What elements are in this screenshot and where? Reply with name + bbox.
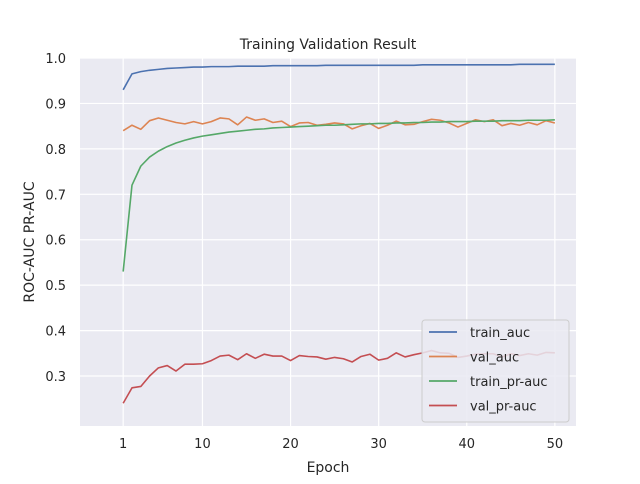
tick-labels: 1 10 20 30 40 50 0.3 0.4 0.5 0.6 0.7 0.8 0.9 1.0 <box>45 52 563 452</box>
x-tick-label: 10 <box>194 437 211 452</box>
x-axis-label: Epoch <box>307 460 350 476</box>
y-tick-label: 0.3 <box>45 370 66 385</box>
x-tick-label: 1 <box>119 437 127 452</box>
y-tick-label: 0.6 <box>45 234 66 249</box>
y-tick-label: 0.5 <box>45 279 66 294</box>
grid-lines <box>80 57 576 426</box>
y-tick-label: 0.4 <box>45 325 66 340</box>
x-tick-label: 50 <box>547 437 564 452</box>
legend: train_auc val_auc train_pr-auc val_pr-auc <box>421 319 570 423</box>
x-tick-label: 40 <box>458 437 475 452</box>
y-tick-label: 0.9 <box>45 97 66 112</box>
series-line-train_pr-auc <box>122 118 555 272</box>
legend-label: train_auc <box>470 326 530 341</box>
legend-label: train_pr-auc <box>470 375 548 390</box>
legend-box <box>421 319 570 423</box>
legend-label: val_pr-auc <box>470 400 537 415</box>
x-tick-label: 30 <box>370 437 387 452</box>
chart-title: Training Validation Result <box>239 37 417 53</box>
y-tick-label: 0.7 <box>45 188 66 203</box>
y-tick-label: 1.0 <box>45 52 66 67</box>
series-line-train_auc <box>122 63 555 91</box>
x-tick-label: 20 <box>282 437 299 452</box>
y-tick-label: 0.8 <box>45 143 66 158</box>
legend-label: val_auc <box>470 351 519 366</box>
y-axis-label: ROC-AUC PR-AUC <box>22 181 38 302</box>
